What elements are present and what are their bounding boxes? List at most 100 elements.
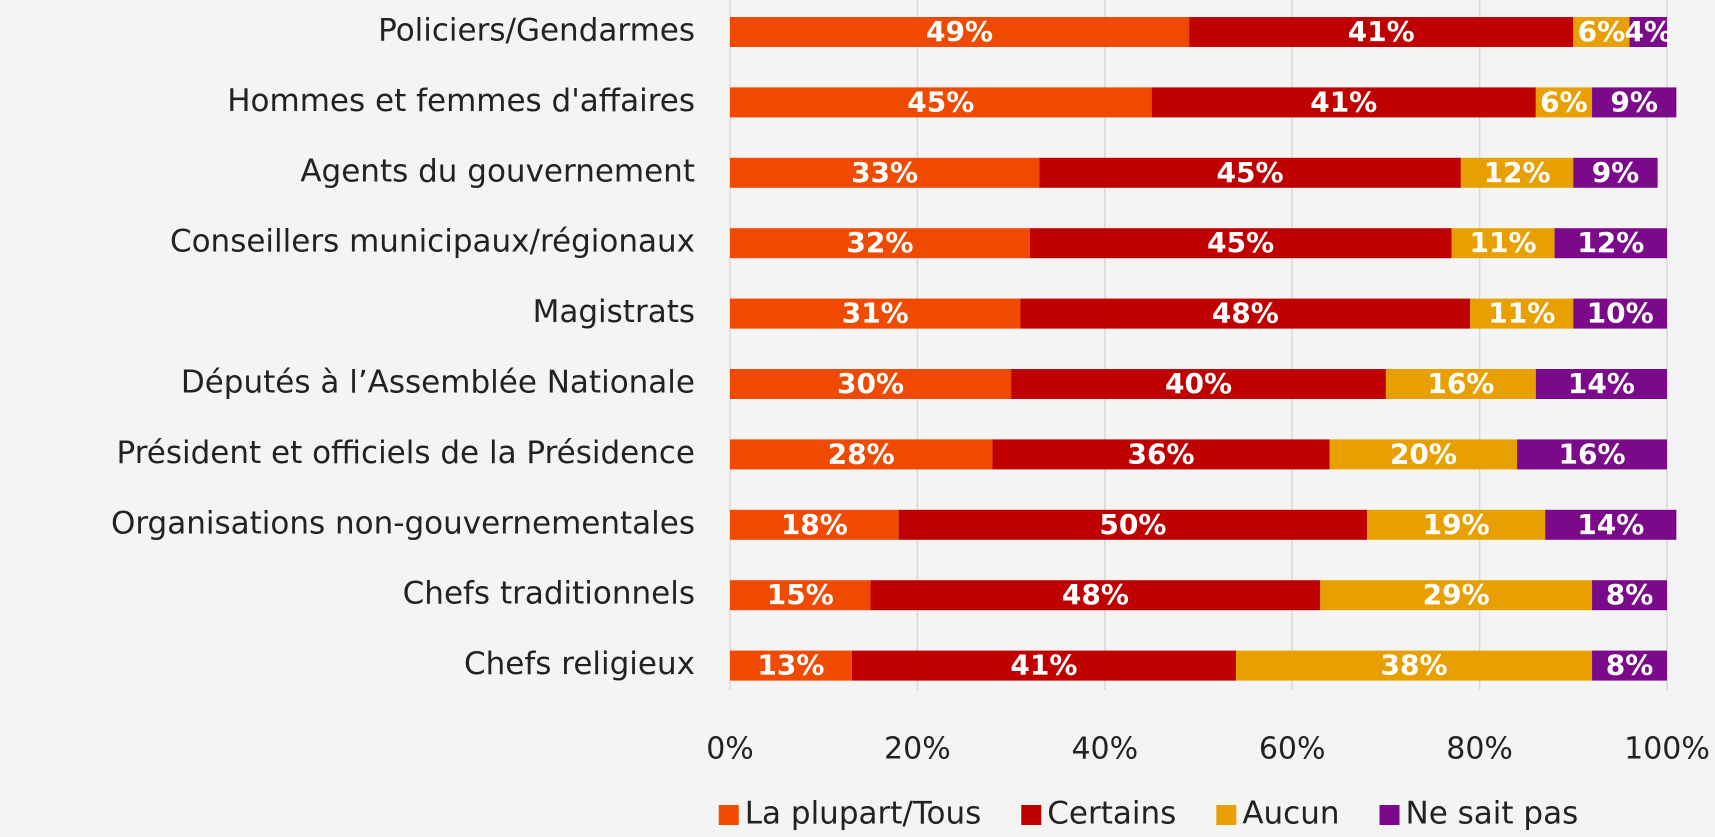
data-label: 8% bbox=[1606, 578, 1654, 611]
data-label: 13% bbox=[757, 649, 824, 682]
bar-segment bbox=[1517, 439, 1667, 470]
bar-segment bbox=[1470, 298, 1574, 329]
bar-segment bbox=[1554, 228, 1667, 259]
data-label: 14% bbox=[1568, 367, 1635, 400]
bar-segment bbox=[1189, 17, 1574, 47]
data-label: 31% bbox=[842, 297, 909, 330]
data-label: 12% bbox=[1577, 226, 1644, 259]
bar-segment bbox=[1039, 157, 1461, 188]
bar-segment bbox=[730, 580, 871, 611]
data-label: 41% bbox=[1010, 649, 1077, 682]
bar-segment bbox=[730, 650, 852, 681]
data-label: 38% bbox=[1380, 649, 1447, 682]
data-label: 50% bbox=[1099, 508, 1166, 541]
bar-segment bbox=[1535, 87, 1593, 118]
legend-swatch bbox=[718, 805, 739, 825]
data-label: 16% bbox=[1559, 437, 1626, 470]
data-label: 29% bbox=[1423, 578, 1490, 611]
bar-segment bbox=[1535, 369, 1667, 399]
category-label: Agents du gouvernement bbox=[300, 153, 695, 189]
bar-segment bbox=[1011, 369, 1386, 399]
data-label: 40% bbox=[1165, 367, 1232, 400]
bar-segment bbox=[851, 650, 1236, 681]
bar-segment bbox=[992, 439, 1330, 470]
category-label: Président et officiels de la Présidence bbox=[117, 435, 695, 471]
x-tick-label: 60% bbox=[1259, 732, 1326, 767]
data-label: 11% bbox=[1470, 226, 1537, 259]
bar-segment bbox=[1629, 17, 1667, 47]
data-label: 33% bbox=[851, 156, 918, 189]
x-tick-label: 80% bbox=[1446, 732, 1513, 767]
bar-segment bbox=[730, 369, 1012, 399]
data-label: 6% bbox=[1540, 85, 1588, 118]
bar-segment bbox=[730, 17, 1190, 47]
data-label: 48% bbox=[1212, 297, 1279, 330]
legend-swatch bbox=[1379, 805, 1400, 825]
x-tick-label: 100% bbox=[1624, 732, 1710, 767]
bar-segment bbox=[1573, 17, 1630, 47]
data-label: 10% bbox=[1587, 297, 1654, 330]
bar-segment bbox=[730, 509, 899, 540]
data-label: 19% bbox=[1423, 508, 1490, 541]
legend-swatch bbox=[1216, 805, 1237, 825]
data-label: 36% bbox=[1128, 437, 1195, 470]
category-label: Chefs traditionnels bbox=[403, 576, 695, 612]
category-label: Chefs religieux bbox=[464, 646, 695, 682]
bar-segment bbox=[1320, 580, 1593, 611]
legend: La plupart/Tous Certains Aucun Ne sait pas bbox=[718, 796, 1579, 832]
bar-segment bbox=[1367, 509, 1546, 540]
category-label: Magistrats bbox=[533, 294, 695, 330]
data-label: 6% bbox=[1578, 15, 1626, 48]
data-label: 9% bbox=[1592, 156, 1640, 189]
legend-label: Certains bbox=[1047, 796, 1176, 832]
category-label: Policiers/Gendarmes bbox=[378, 13, 695, 49]
data-label: 8% bbox=[1606, 649, 1654, 682]
bar-segment bbox=[1235, 650, 1593, 681]
bar-segment bbox=[730, 228, 1030, 259]
bar-segment bbox=[1592, 87, 1677, 118]
bar-segment bbox=[1573, 298, 1667, 329]
bar-segment bbox=[870, 580, 1321, 611]
bar-segment bbox=[730, 298, 1021, 329]
category-label: Conseillers municipaux/régionaux bbox=[170, 224, 695, 260]
bar-segment bbox=[1451, 228, 1555, 259]
bar-segment bbox=[1151, 87, 1536, 118]
bar-segment bbox=[898, 509, 1368, 540]
data-label: 16% bbox=[1427, 367, 1494, 400]
category-label: Députés à l’Assemblée Nationale bbox=[181, 365, 695, 401]
data-label: 11% bbox=[1488, 297, 1555, 330]
data-label: 9% bbox=[1610, 85, 1658, 118]
data-label: 20% bbox=[1390, 437, 1457, 470]
bar-segment bbox=[1592, 650, 1667, 681]
data-label: 15% bbox=[767, 578, 834, 611]
bar-segment bbox=[1460, 157, 1574, 188]
data-label: 14% bbox=[1577, 508, 1644, 541]
x-tick-label: 40% bbox=[1071, 732, 1138, 767]
legend-label: Aucun bbox=[1242, 796, 1339, 832]
bar-segment bbox=[1573, 157, 1658, 188]
bar-segment bbox=[1329, 439, 1518, 470]
bar-segment bbox=[730, 439, 993, 470]
x-tick-label: 0% bbox=[706, 732, 754, 767]
data-label: 41% bbox=[1310, 85, 1377, 118]
data-label: 32% bbox=[846, 226, 913, 259]
data-label: 30% bbox=[837, 367, 904, 400]
data-label: 45% bbox=[1207, 226, 1274, 259]
data-label: 12% bbox=[1484, 156, 1551, 189]
bar-segment bbox=[1592, 580, 1667, 611]
data-label: 45% bbox=[1217, 156, 1284, 189]
data-label: 45% bbox=[907, 85, 974, 118]
bar-segment bbox=[730, 87, 1152, 118]
data-label: 4% bbox=[1624, 15, 1672, 48]
bar-segment bbox=[1385, 369, 1536, 399]
bar-segment bbox=[1020, 298, 1471, 329]
legend-label: La plupart/Tous bbox=[745, 796, 982, 832]
bar-segment bbox=[1029, 228, 1452, 259]
legend-label: Ne sait pas bbox=[1406, 796, 1579, 832]
data-label: 41% bbox=[1348, 15, 1415, 48]
legend-swatch bbox=[1021, 805, 1042, 825]
bar-segment bbox=[1545, 509, 1677, 540]
x-tick-label: 20% bbox=[884, 732, 951, 767]
data-label: 18% bbox=[781, 508, 848, 541]
